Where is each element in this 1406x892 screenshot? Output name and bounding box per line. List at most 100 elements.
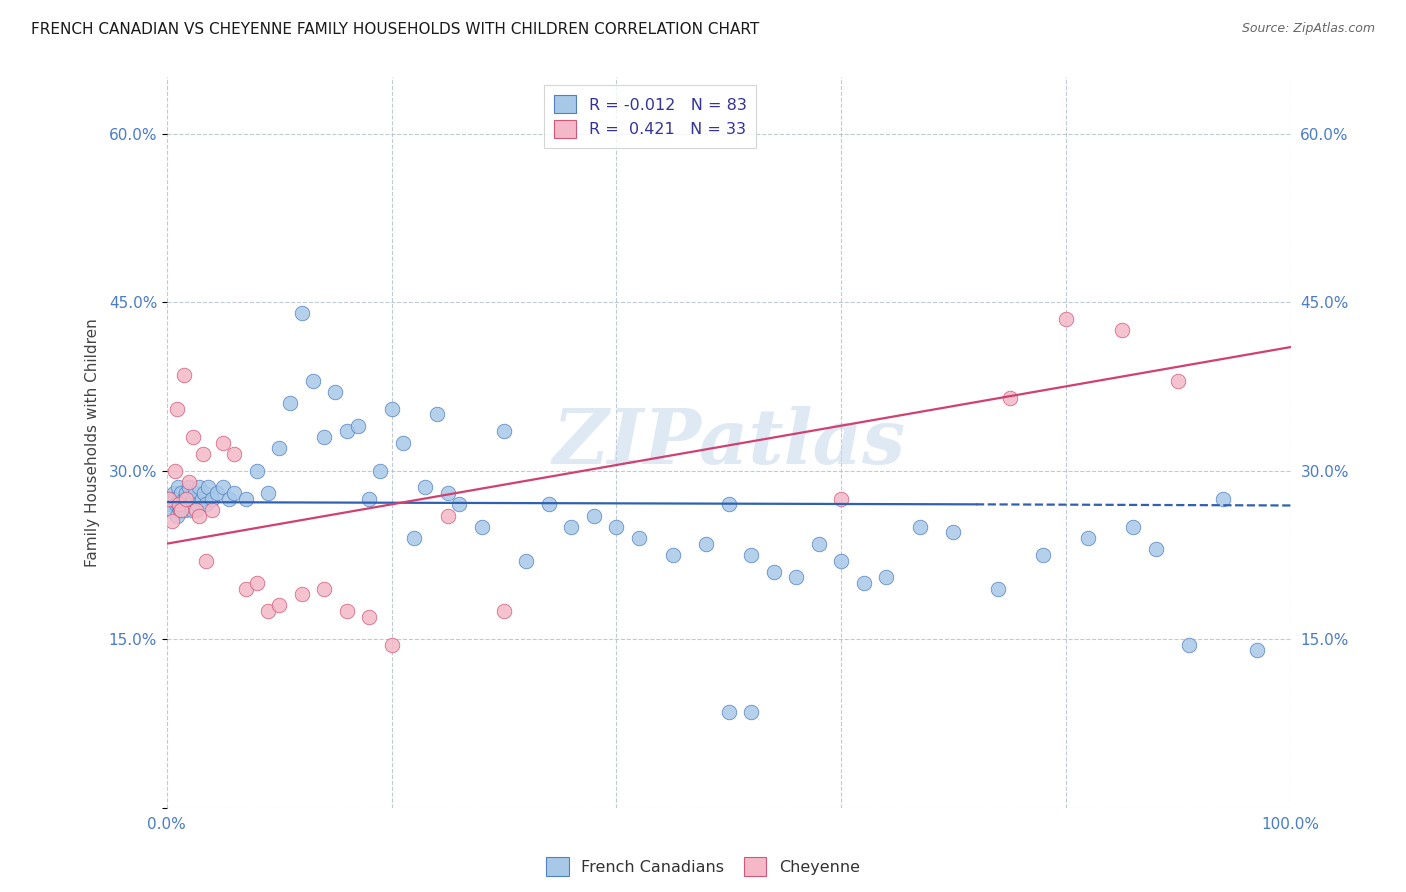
- Point: [207, 486, 229, 500]
- Point: [1054, 312, 1077, 326]
- Point: [762, 565, 785, 579]
- Point: [807, 536, 830, 550]
- Point: [166, 401, 188, 416]
- Point: [942, 525, 965, 540]
- Point: [1077, 531, 1099, 545]
- Point: [1167, 374, 1189, 388]
- Point: [515, 553, 537, 567]
- Point: [392, 435, 415, 450]
- Point: [291, 306, 314, 320]
- Point: [582, 508, 605, 523]
- Point: [291, 587, 314, 601]
- Point: [605, 520, 627, 534]
- Point: [162, 514, 184, 528]
- Point: [269, 441, 291, 455]
- Point: [359, 609, 381, 624]
- Point: [269, 599, 291, 613]
- Point: [1144, 542, 1167, 557]
- Point: [218, 491, 240, 506]
- Point: [179, 497, 201, 511]
- Point: [224, 486, 246, 500]
- Point: [314, 430, 336, 444]
- Point: [336, 604, 359, 618]
- Text: ZIPatlas: ZIPatlas: [553, 406, 905, 480]
- Point: [184, 503, 207, 517]
- Point: [195, 497, 218, 511]
- Point: [188, 481, 211, 495]
- Point: [174, 486, 197, 500]
- Point: [560, 520, 582, 534]
- Point: [197, 481, 219, 495]
- Point: [165, 497, 187, 511]
- Point: [627, 531, 650, 545]
- Point: [852, 576, 875, 591]
- Point: [381, 638, 404, 652]
- Point: [191, 447, 214, 461]
- Point: [166, 508, 188, 523]
- Point: [170, 486, 193, 500]
- Point: [176, 491, 198, 506]
- Point: [186, 497, 208, 511]
- Point: [875, 570, 897, 584]
- Point: [425, 408, 447, 422]
- Point: [190, 491, 212, 506]
- Point: [987, 582, 1010, 596]
- Point: [470, 520, 492, 534]
- Point: [830, 491, 852, 506]
- Point: [347, 418, 370, 433]
- Point: [179, 481, 201, 495]
- Point: [908, 520, 931, 534]
- Point: [280, 396, 302, 410]
- Point: [404, 531, 426, 545]
- Point: [257, 604, 280, 618]
- Point: [162, 503, 184, 517]
- Point: [1178, 638, 1201, 652]
- Point: [492, 425, 515, 439]
- Point: [1246, 643, 1268, 657]
- Point: [436, 486, 458, 500]
- Point: [174, 491, 197, 506]
- Point: [436, 508, 458, 523]
- Point: [235, 582, 257, 596]
- Point: [212, 435, 235, 450]
- Point: [1032, 548, 1054, 562]
- Legend: French Canadians, Cheyenne: French Canadians, Cheyenne: [540, 851, 866, 882]
- Point: [212, 481, 235, 495]
- Point: [157, 491, 180, 506]
- Point: [257, 486, 280, 500]
- Point: [314, 582, 336, 596]
- Point: [537, 497, 560, 511]
- Point: [302, 374, 325, 388]
- Point: [167, 497, 190, 511]
- Point: [370, 464, 392, 478]
- Point: [193, 486, 215, 500]
- Point: [167, 481, 190, 495]
- Point: [195, 553, 218, 567]
- Point: [359, 491, 381, 506]
- Point: [1111, 323, 1133, 337]
- Legend: R = -0.012   N = 83, R =  0.421   N = 33: R = -0.012 N = 83, R = 0.421 N = 33: [544, 86, 756, 148]
- Point: [181, 430, 204, 444]
- Point: [235, 491, 257, 506]
- Point: [167, 497, 190, 511]
- Point: [188, 508, 211, 523]
- Point: [173, 491, 195, 506]
- Point: [717, 497, 740, 511]
- Point: [695, 536, 717, 550]
- Point: [1212, 491, 1234, 506]
- Point: [740, 548, 762, 562]
- Point: [201, 503, 224, 517]
- Point: [246, 464, 269, 478]
- Y-axis label: Family Households with Children: Family Households with Children: [86, 318, 100, 567]
- Point: [830, 553, 852, 567]
- Point: [179, 475, 201, 489]
- Point: [201, 491, 224, 506]
- Point: [717, 705, 740, 719]
- Point: [181, 491, 204, 506]
- Point: [224, 447, 246, 461]
- Point: [167, 491, 190, 506]
- Text: FRENCH CANADIAN VS CHEYENNE FAMILY HOUSEHOLDS WITH CHILDREN CORRELATION CHART: FRENCH CANADIAN VS CHEYENNE FAMILY HOUSE…: [31, 22, 759, 37]
- Point: [447, 497, 470, 511]
- Point: [325, 384, 347, 399]
- Point: [381, 401, 404, 416]
